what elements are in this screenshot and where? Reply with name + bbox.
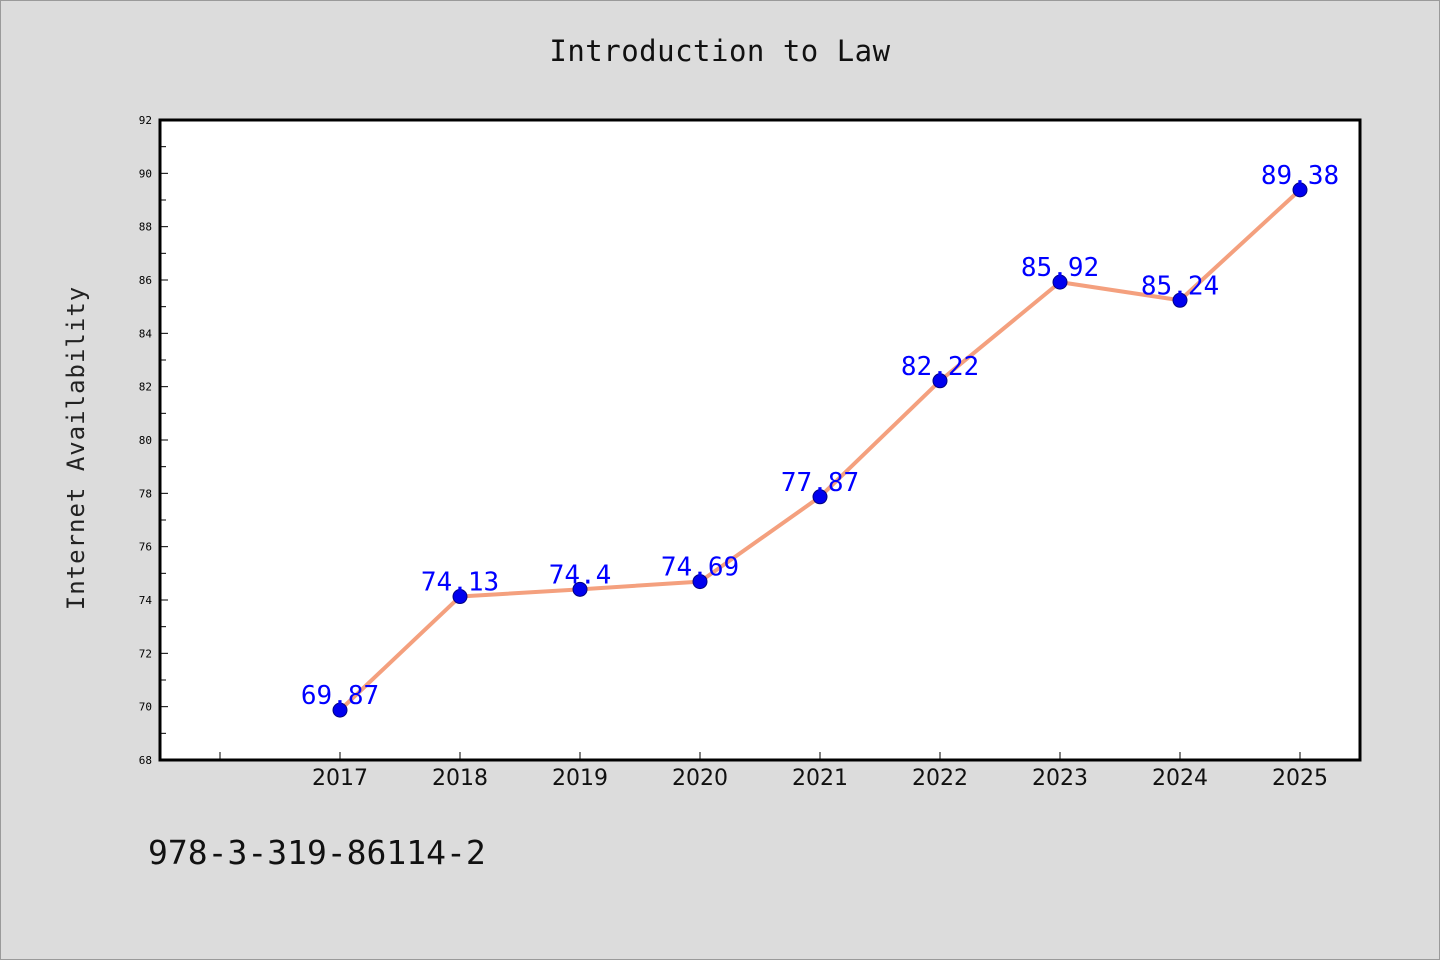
chart-title: Introduction to Law bbox=[549, 34, 891, 68]
y-tick-label: 86 bbox=[139, 274, 152, 287]
y-tick-label: 72 bbox=[139, 647, 152, 660]
data-label-group: 69.87 74.13 74.4 74.69 77.87 82.22 85.92 85.24 8… bbox=[301, 161, 1339, 711]
y-axis-ticks: 68 70 72 74 76 78 80 82 84 86 88 90 92 bbox=[139, 114, 168, 767]
x-tick-label: 2025 bbox=[1272, 766, 1328, 791]
series-group bbox=[332, 182, 1308, 718]
data-label: 69.87 bbox=[301, 681, 379, 711]
data-point bbox=[332, 702, 348, 718]
data-label: 74.13 bbox=[421, 568, 499, 598]
y-tick-label: 70 bbox=[139, 701, 152, 714]
data-label: 89.38 bbox=[1261, 161, 1339, 191]
y-tick-label: 84 bbox=[139, 327, 153, 340]
data-label: 85.92 bbox=[1021, 253, 1099, 283]
data-point bbox=[812, 489, 828, 505]
y-tick-label: 74 bbox=[139, 594, 153, 607]
x-axis-ticks: 2017 2018 2019 2020 2021 2022 2023 2024 2025 bbox=[219, 752, 1328, 791]
data-point bbox=[1292, 182, 1308, 198]
data-label: 82.22 bbox=[901, 352, 979, 382]
x-tick-label: 2018 bbox=[432, 766, 488, 791]
data-point bbox=[452, 589, 468, 605]
data-label: 77.87 bbox=[781, 468, 859, 498]
y-tick-label: 82 bbox=[139, 381, 152, 394]
x-tick-label: 2020 bbox=[672, 766, 728, 791]
y-tick-label: 80 bbox=[139, 434, 152, 447]
x-tick-label: 2022 bbox=[912, 766, 968, 791]
data-point bbox=[1172, 292, 1188, 308]
data-point bbox=[692, 574, 708, 590]
x-tick-label: 2024 bbox=[1152, 766, 1208, 791]
y-tick-label: 92 bbox=[139, 114, 152, 127]
y-tick-label: 88 bbox=[139, 221, 152, 234]
plot-area bbox=[158, 118, 1362, 762]
y-tick-label: 78 bbox=[139, 487, 152, 500]
x-tick-label: 2021 bbox=[792, 766, 848, 791]
x-tick-label: 2023 bbox=[1032, 766, 1088, 791]
y-tick-label: 90 bbox=[139, 167, 152, 180]
y-tick-label: 76 bbox=[139, 541, 152, 554]
data-label: 74.4 bbox=[549, 560, 612, 590]
x-tick-label: 2017 bbox=[312, 766, 368, 791]
x-tick-label: 2019 bbox=[552, 766, 608, 791]
y-tick-label: 68 bbox=[139, 754, 152, 767]
data-label: 74.69 bbox=[661, 553, 739, 583]
data-point bbox=[572, 581, 588, 597]
data-label: 85.24 bbox=[1141, 271, 1219, 301]
data-point bbox=[1052, 274, 1068, 290]
footer-code: 978-3-319-86114-2 bbox=[148, 833, 486, 872]
data-point bbox=[932, 373, 948, 389]
